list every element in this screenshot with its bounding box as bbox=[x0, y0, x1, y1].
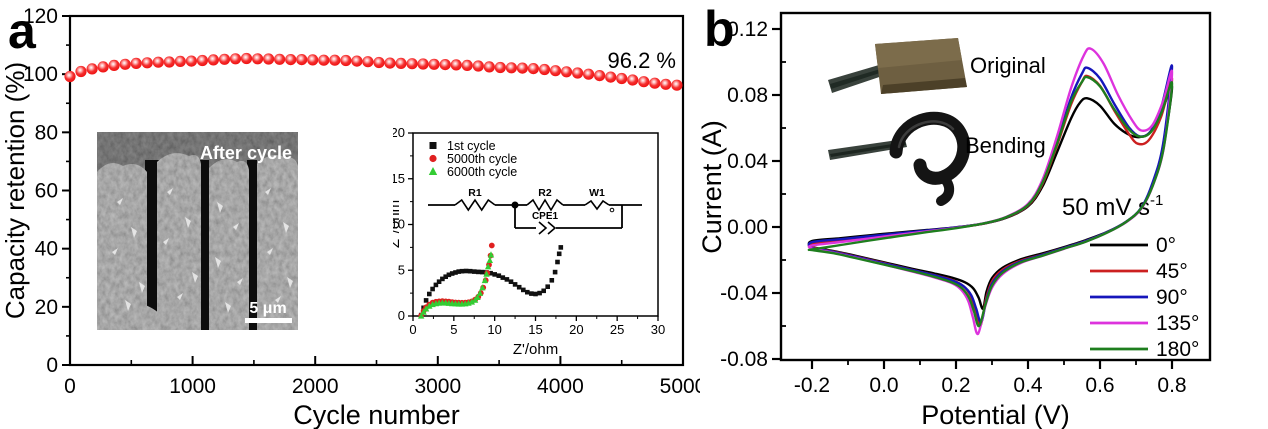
svg-text:135°: 135° bbox=[1156, 312, 1199, 335]
cv-legend: 0° 45° 90° 135° 180° bbox=[1090, 234, 1199, 361]
photo-original: Original bbox=[828, 38, 1046, 94]
svg-text:10: 10 bbox=[487, 322, 501, 337]
svg-text:0: 0 bbox=[409, 322, 416, 337]
svg-text:20: 20 bbox=[35, 296, 58, 319]
svg-text:Original: Original bbox=[970, 53, 1046, 78]
svg-text:-0.08: -0.08 bbox=[720, 348, 768, 371]
retention-series bbox=[64, 52, 683, 91]
svg-text:80: 80 bbox=[35, 121, 58, 144]
sem-label: After cycle bbox=[200, 143, 292, 163]
svg-text:-0.04: -0.04 bbox=[720, 282, 768, 305]
svg-text:0.8: 0.8 bbox=[1157, 374, 1186, 397]
svg-text:0.4: 0.4 bbox=[1013, 374, 1043, 397]
svg-text:15: 15 bbox=[528, 322, 542, 337]
scale-bar: 5 μm bbox=[245, 300, 292, 323]
cv-series-180° bbox=[807, 75, 1174, 328]
svg-text:20: 20 bbox=[569, 322, 583, 337]
svg-text:0.08: 0.08 bbox=[727, 84, 768, 107]
sem-micrograph bbox=[97, 132, 298, 330]
photo-bending: Bending bbox=[828, 111, 1046, 206]
svg-text:10: 10 bbox=[393, 217, 405, 232]
svg-text:CPE1: CPE1 bbox=[532, 211, 559, 222]
nyquist-plot: 0 5 10 15 20 25 30 0 5 10 15 20 Z'/ohm Z''/ohm bbox=[393, 126, 665, 358]
svg-text:45°: 45° bbox=[1156, 260, 1188, 283]
svg-text:120: 120 bbox=[23, 5, 58, 28]
svg-text:5000th cycle: 5000th cycle bbox=[447, 152, 517, 166]
panel-a-letter: a bbox=[8, 3, 36, 59]
svg-text:2000: 2000 bbox=[292, 375, 339, 398]
svg-text:Z'/ohm: Z'/ohm bbox=[513, 341, 558, 358]
svg-text:90°: 90° bbox=[1156, 286, 1188, 309]
svg-text:Bending: Bending bbox=[965, 133, 1046, 158]
nyquist-eis-inset-chart: 0 5 10 15 20 25 30 0 5 10 15 20 Z'/ohm Z''/ohm 1st cyc… bbox=[393, 126, 665, 358]
panel-a-capacity-retention-chart: 010002000300040005000020406080100120Cycl… bbox=[0, 5, 700, 429]
retention-annotation: 96.2 % bbox=[608, 48, 677, 73]
svg-text:1st cycle: 1st cycle bbox=[447, 139, 496, 153]
svg-text:0.2: 0.2 bbox=[941, 374, 970, 397]
nyquist-series-triangle bbox=[418, 251, 495, 319]
svg-text:0°: 0° bbox=[1156, 234, 1176, 257]
panel-a-axes: 010002000300040005000020406080100120Cycl… bbox=[0, 5, 700, 429]
panel-b-cv-chart: -0.2 0.0 0.2 0.4 0.6 0.8 0.12 0.08 0.04 0.00 -0.04… bbox=[700, 11, 1212, 429]
svg-text:Potential (V): Potential (V) bbox=[921, 400, 1070, 429]
svg-text:5 μm: 5 μm bbox=[249, 300, 286, 317]
svg-text:40: 40 bbox=[35, 238, 58, 261]
svg-text:0.04: 0.04 bbox=[727, 150, 768, 173]
svg-text:1000: 1000 bbox=[169, 375, 216, 398]
svg-text:180°: 180° bbox=[1156, 338, 1199, 361]
equivalent-circuit: R1 R2 W1 CPE1 bbox=[428, 187, 642, 235]
svg-text:Z''/ohm: Z''/ohm bbox=[393, 200, 403, 248]
svg-text:5000: 5000 bbox=[660, 375, 700, 398]
svg-text:96.2 %: 96.2 % bbox=[608, 48, 677, 73]
svg-text:0: 0 bbox=[398, 308, 405, 323]
svg-text:0: 0 bbox=[64, 375, 76, 398]
svg-text:0.00: 0.00 bbox=[727, 216, 768, 239]
svg-text:15: 15 bbox=[393, 171, 405, 186]
svg-text:Capacity retention (%): Capacity retention (%) bbox=[0, 62, 30, 319]
svg-text:25: 25 bbox=[610, 322, 624, 337]
svg-text:0: 0 bbox=[46, 354, 58, 377]
svg-text:After cycle: After cycle bbox=[200, 143, 292, 163]
svg-text:20: 20 bbox=[393, 126, 405, 140]
svg-text:-0.2: -0.2 bbox=[794, 374, 830, 397]
svg-text:Current (A): Current (A) bbox=[700, 120, 727, 254]
panel-b-axes: -0.2 0.0 0.2 0.4 0.6 0.8 0.12 0.08 0.04 0.00 -0.04… bbox=[700, 11, 1212, 429]
svg-text:0.12: 0.12 bbox=[727, 18, 768, 41]
svg-text:Cycle number: Cycle number bbox=[293, 400, 460, 429]
svg-text:30: 30 bbox=[651, 322, 665, 337]
svg-text:6000th cycle: 6000th cycle bbox=[447, 165, 517, 179]
panel-b-letter: b bbox=[704, 1, 735, 57]
svg-text:5: 5 bbox=[398, 262, 405, 277]
svg-text:R2: R2 bbox=[538, 187, 552, 199]
svg-text:3000: 3000 bbox=[414, 375, 461, 398]
svg-text:R1: R1 bbox=[468, 187, 482, 199]
svg-text:60: 60 bbox=[35, 180, 58, 203]
sem-after-cycle-inset-image: After cycle 5 μm bbox=[97, 132, 298, 330]
svg-text:0.6: 0.6 bbox=[1085, 374, 1114, 397]
svg-text:W1: W1 bbox=[589, 187, 605, 199]
svg-text:0.0: 0.0 bbox=[869, 374, 898, 397]
svg-text:100: 100 bbox=[23, 63, 58, 86]
svg-text:4000: 4000 bbox=[537, 375, 584, 398]
svg-text:5: 5 bbox=[450, 322, 457, 337]
